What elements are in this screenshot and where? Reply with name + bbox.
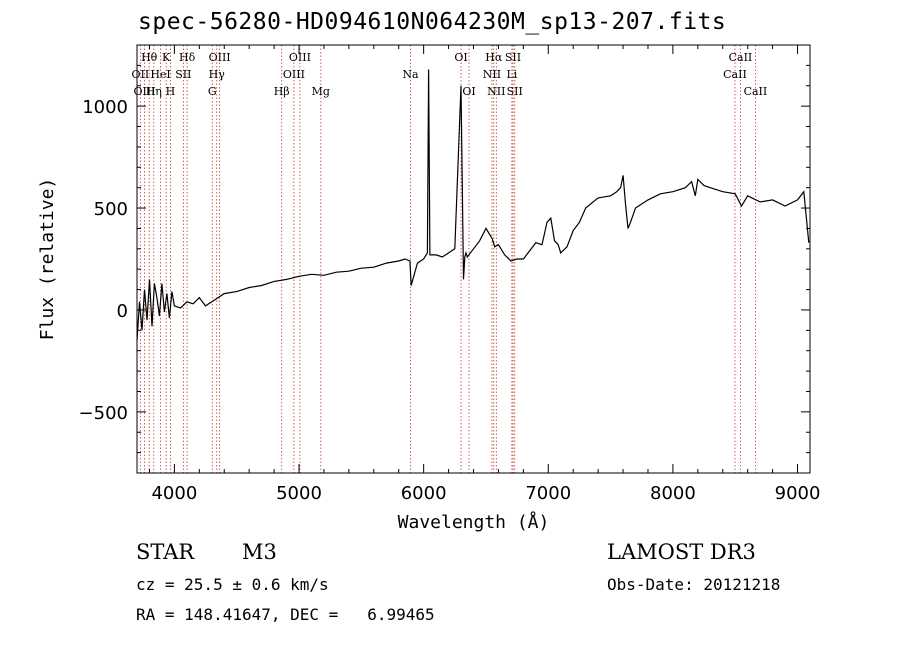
object-subclass: M3	[242, 540, 277, 564]
x-tick-label: 8000	[650, 483, 696, 504]
line-label: SII	[505, 51, 521, 64]
x-tick-label: 9000	[775, 483, 821, 504]
x-tick-label: 6000	[401, 483, 447, 504]
line-label: OII	[132, 68, 150, 81]
line-label: CaII	[744, 85, 768, 98]
chart-title: spec-56280-HD094610N064230M_sp13-207.fit…	[138, 9, 727, 35]
line-label: OIII	[289, 51, 311, 64]
line-label: Hθ	[141, 51, 158, 64]
line-label: OIII	[283, 68, 305, 81]
line-label: Hγ	[209, 68, 226, 81]
line-label: Li	[506, 68, 517, 81]
line-label: SII	[507, 85, 523, 98]
line-label: CaII	[729, 51, 753, 64]
line-label: Hβ	[274, 85, 290, 98]
line-label: OI	[462, 85, 475, 98]
x-tick-label: 7000	[525, 483, 571, 504]
line-label: SII	[175, 68, 191, 81]
line-label: OIII	[133, 85, 155, 98]
line-label: K	[162, 51, 171, 64]
line-label: NII	[483, 68, 501, 81]
line-label: NII	[487, 85, 505, 98]
line-label: OI	[454, 51, 467, 64]
coordinates-text: RA = 148.41647, DEC = 6.99465	[136, 605, 435, 624]
line-label: Na	[402, 68, 419, 81]
redshift-text: cz = 25.5 ± 0.6 km/s	[136, 575, 329, 594]
x-tick-label: 5000	[276, 483, 322, 504]
line-label: Mg	[312, 85, 330, 98]
line-label: CaII	[723, 68, 747, 81]
line-markers	[139, 45, 756, 473]
y-tick-label: 0	[117, 301, 128, 322]
line-labels: Hθ OII OIII K HeI Hη SII H Hδ OIII Hγ G OIII OIII Hβ Mg…	[132, 51, 768, 98]
object-class: STAR	[136, 540, 195, 564]
line-label: H	[166, 85, 176, 98]
y-axis: −500 0 500 1000	[79, 44, 810, 474]
y-tick-label: 500	[94, 199, 128, 220]
y-tick-label: 1000	[82, 97, 128, 118]
obs-date-text: Obs-Date: 20121218	[607, 575, 781, 594]
line-label: OIII	[209, 51, 231, 64]
y-tick-label: −500	[79, 403, 128, 424]
line-label: Hδ	[179, 51, 196, 64]
line-label: HeI	[150, 68, 170, 81]
plot-frame	[136, 44, 811, 474]
line-label: Hα	[485, 51, 503, 64]
spectrum-line	[136, 69, 810, 341]
line-label: Hη	[146, 85, 162, 98]
line-label: G	[208, 85, 217, 98]
y-axis-label: Flux (relative)	[37, 178, 58, 341]
survey-name: LAMOST DR3	[607, 540, 756, 564]
x-axis: 4000 5000 6000 7000 8000 9000	[148, 45, 821, 504]
x-tick-label: 4000	[151, 483, 197, 504]
x-axis-label: Wavelength (Å)	[398, 511, 550, 533]
